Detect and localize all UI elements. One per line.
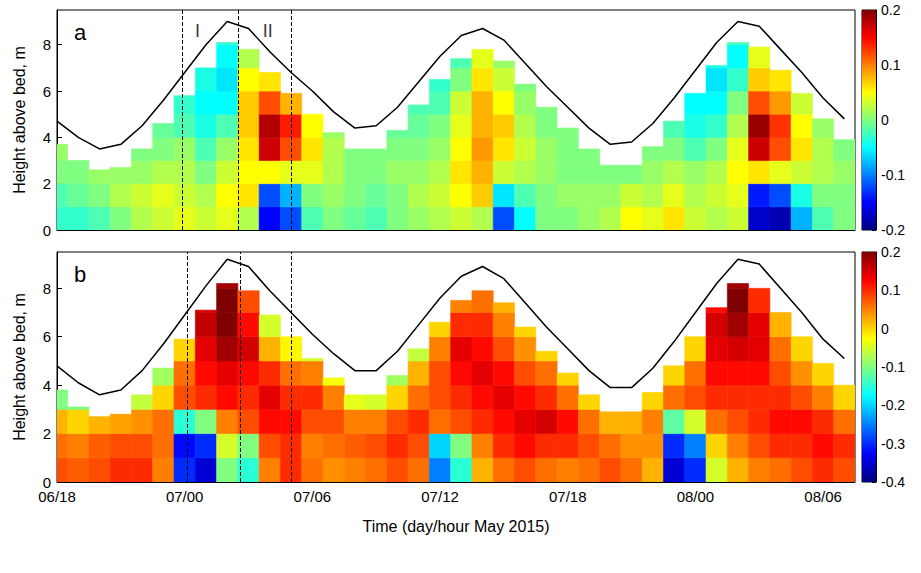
svg-text:0: 0 [881,112,889,128]
svg-text:0.2: 0.2 [881,244,901,260]
svg-text:-0.2: -0.2 [881,397,905,413]
svg-text:Height above bed, m: Height above bed, m [11,46,28,194]
svg-text:2: 2 [43,175,51,192]
svg-text:Height above bed, m: Height above bed, m [11,293,28,441]
svg-text:4: 4 [43,377,51,394]
svg-text:6: 6 [43,83,51,100]
svg-text:-0.1: -0.1 [881,359,905,375]
svg-text:-0.4: -0.4 [881,474,905,490]
svg-text:8: 8 [43,280,51,297]
svg-text:0.1: 0.1 [881,282,901,298]
svg-text:0: 0 [43,222,51,239]
svg-text:0.2: 0.2 [881,2,901,18]
svg-text:2: 2 [43,425,51,442]
svg-text:b: b [74,262,86,287]
svg-text:07/18: 07/18 [549,488,587,505]
svg-text:-0.2: -0.2 [881,222,905,238]
svg-text:06/18: 06/18 [38,488,76,505]
svg-text:07/12: 07/12 [421,488,459,505]
svg-text:a: a [74,20,87,45]
svg-text:8: 8 [43,36,51,53]
svg-text:0: 0 [42,473,51,491]
svg-text:08/00: 08/00 [677,488,715,505]
svg-text:08/06: 08/06 [804,488,842,505]
svg-text:I: I [195,21,200,41]
svg-text:Time (day/hour May 2015): Time (day/hour May 2015) [362,518,549,535]
svg-text:4: 4 [43,129,51,146]
svg-text:II: II [263,21,273,41]
svg-text:07/00: 07/00 [166,488,204,505]
svg-text:07/06: 07/06 [294,488,332,505]
svg-text:0: 0 [881,321,889,337]
svg-text:-0.1: -0.1 [881,167,905,183]
svg-text:-0.3: -0.3 [881,436,905,452]
svg-text:6: 6 [43,328,51,345]
svg-text:0.1: 0.1 [881,57,901,73]
